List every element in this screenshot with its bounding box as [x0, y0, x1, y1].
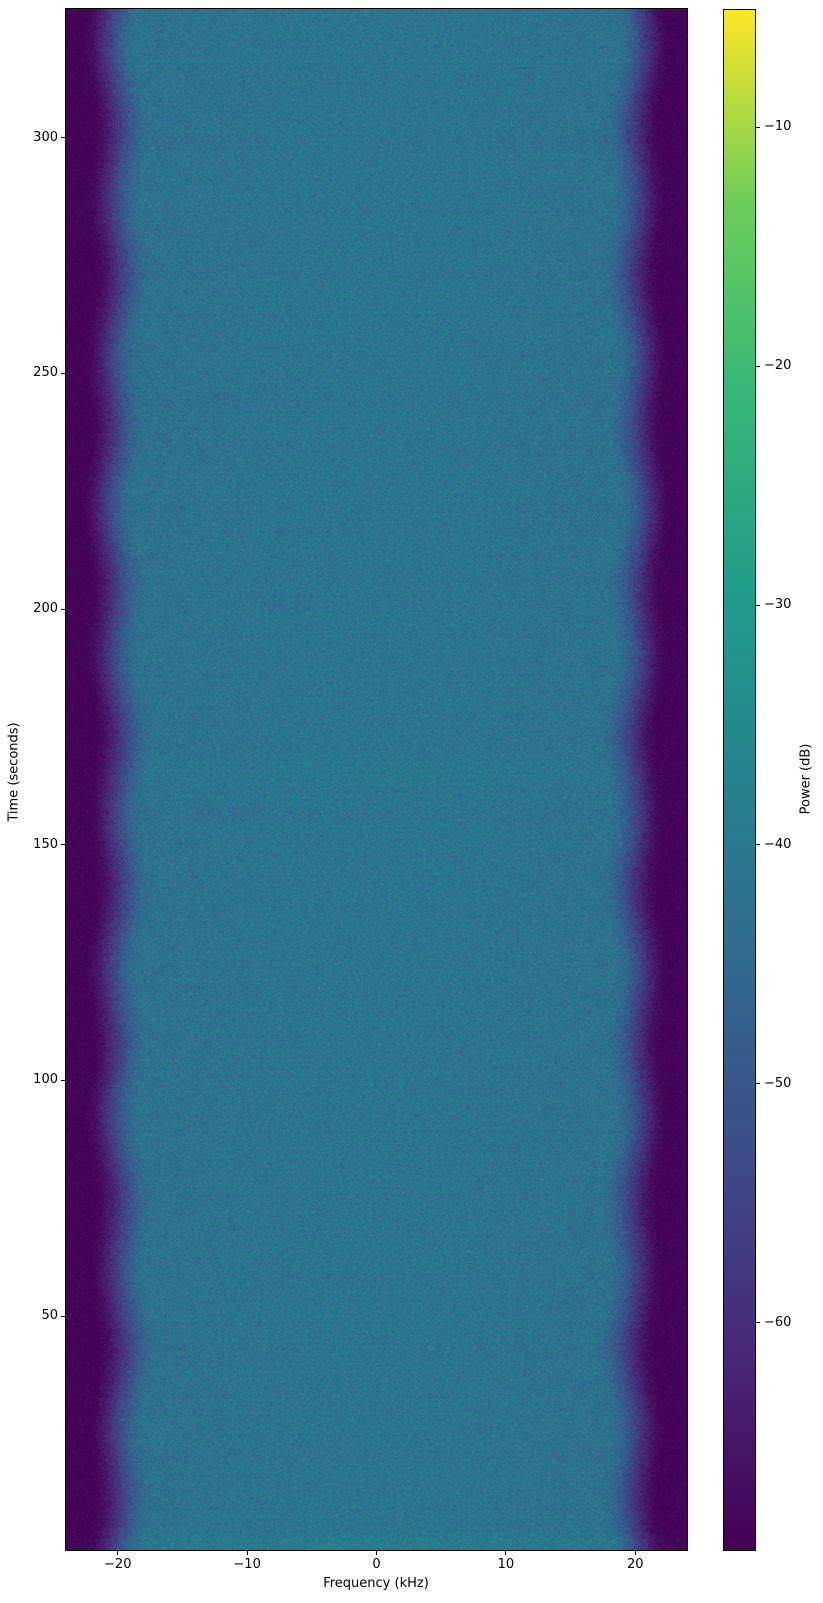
x-tick-label: 20	[626, 1557, 644, 1572]
spectrogram-plot	[65, 8, 688, 1551]
y-tick-label: 250	[33, 365, 58, 381]
colorbar-tick-mark	[756, 844, 760, 846]
colorbar-tick-mark	[756, 1322, 760, 1324]
x-tick-label: 10	[497, 1557, 515, 1572]
colorbar-tick-label: −60	[764, 1314, 792, 1330]
colorbar-tick-mark	[756, 604, 760, 606]
y-tick-label: 200	[33, 601, 58, 617]
y-tick-mark	[61, 137, 65, 139]
y-tick-mark	[61, 372, 65, 374]
y-axis-label: Time (seconds)	[6, 722, 22, 822]
y-tick-label: 150	[33, 836, 58, 852]
x-tick-label: −10	[233, 1557, 261, 1572]
colorbar-tick-label: −30	[764, 597, 792, 613]
y-tick-mark	[61, 844, 65, 846]
colorbar	[723, 9, 756, 1551]
spectrogram-heatmap-canvas	[66, 9, 687, 1550]
x-axis-label: Frequency (kHz)	[323, 1576, 429, 1591]
y-tick-label: 300	[33, 129, 58, 145]
y-tick-mark	[61, 1079, 65, 1081]
x-tick-label: −20	[104, 1557, 132, 1572]
x-tick-mark	[246, 1551, 248, 1555]
colorbar-tick-mark	[756, 1083, 760, 1085]
colorbar-tick-mark	[756, 126, 760, 128]
y-tick-label: 100	[33, 1072, 58, 1088]
colorbar-label: Power (dB)	[798, 743, 814, 815]
colorbar-tick-label: −40	[764, 836, 792, 852]
colorbar-tick-mark	[756, 365, 760, 367]
y-tick-label: 50	[41, 1308, 58, 1324]
y-tick-mark	[61, 1315, 65, 1317]
colorbar-tick-label: −20	[764, 358, 792, 374]
x-tick-label: 0	[372, 1557, 381, 1572]
x-tick-mark	[376, 1551, 377, 1555]
colorbar-tick-label: −10	[764, 119, 792, 135]
y-tick-mark	[61, 608, 65, 610]
colorbar-tick-label: −50	[764, 1075, 792, 1091]
x-tick-mark	[117, 1551, 119, 1555]
x-tick-mark	[505, 1551, 507, 1555]
x-tick-mark	[634, 1551, 636, 1555]
